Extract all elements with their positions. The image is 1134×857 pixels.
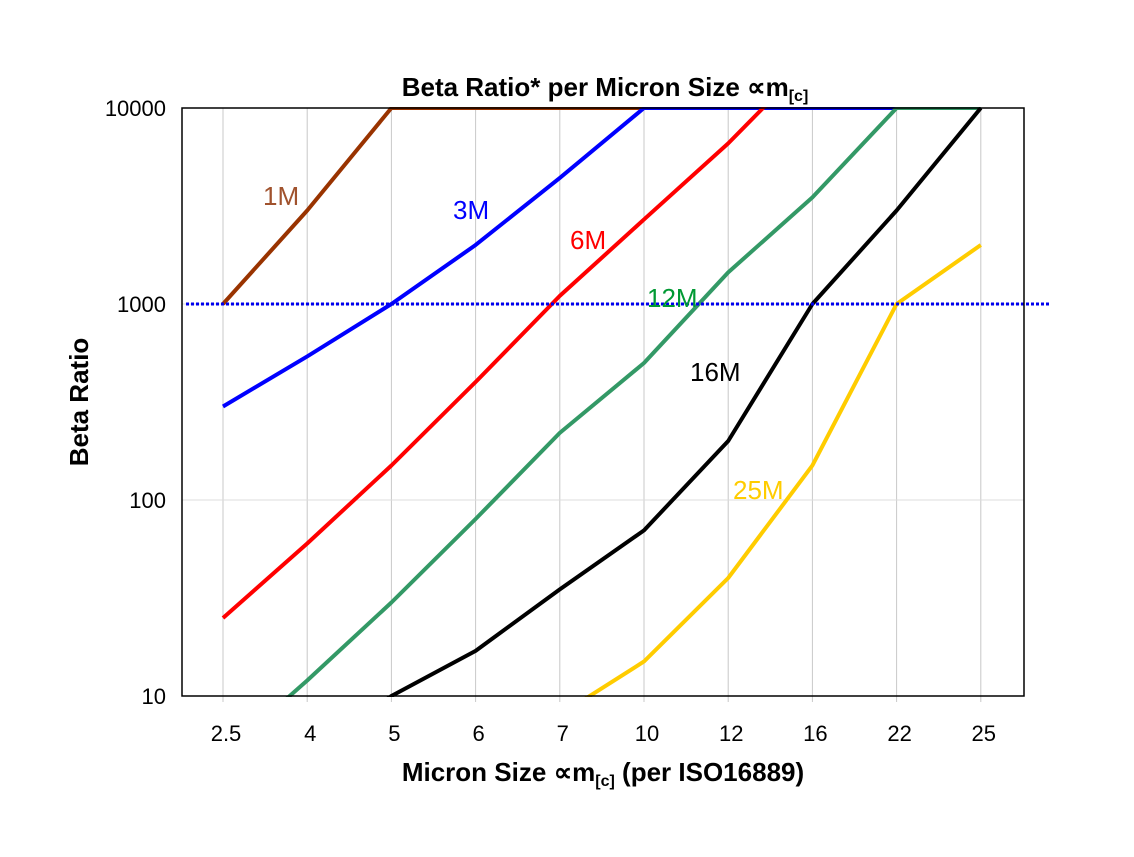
x-axis-ticks: 2.5 4 5 6 7 10 12 16 22 25: [211, 721, 996, 746]
x-tick-label: 7: [557, 721, 569, 746]
series-line-12M: [285, 107, 981, 697]
series-label-12M: 12M: [647, 283, 698, 313]
series-label-16M: 16M: [690, 357, 741, 387]
x-tick-label: 10: [635, 721, 659, 746]
series-label-25M: 25M: [733, 475, 784, 505]
plot-area-border: [181, 107, 1025, 697]
series-line-16M: [386, 107, 983, 697]
y-tick-label: 100: [129, 488, 166, 513]
x-tick-label: 6: [472, 721, 484, 746]
x-tick-label: 4: [304, 721, 316, 746]
x-tick-label: 12: [719, 721, 743, 746]
series-labels: 1M 3M 6M 12M 16M 25M: [263, 181, 784, 505]
y-tick-label: 10: [142, 684, 166, 709]
series-line-25M: [584, 243, 982, 697]
series-label-1M: 1M: [263, 181, 299, 211]
x-tick-label: 22: [887, 721, 911, 746]
y-axis-ticks: 10 100 1000 10000: [105, 96, 166, 709]
y-tick-label: 1000: [117, 292, 166, 317]
chart-title: Beta Ratio* per Micron Size ∝m[c]: [402, 72, 809, 105]
x-axis-label: Micron Size ∝m[c] (per ISO16889): [402, 757, 804, 790]
series-label-3M: 3M: [453, 195, 489, 225]
x-tick-label: 5: [388, 721, 400, 746]
y-axis-label: Beta Ratio: [64, 338, 94, 467]
series-line-6M: [221, 107, 767, 620]
x-tick-label: 25: [972, 721, 996, 746]
y-tick-label: 10000: [105, 96, 166, 121]
x-tick-label: 2.5: [211, 721, 242, 746]
series-label-6M: 6M: [570, 225, 606, 255]
x-tick-label: 16: [803, 721, 827, 746]
